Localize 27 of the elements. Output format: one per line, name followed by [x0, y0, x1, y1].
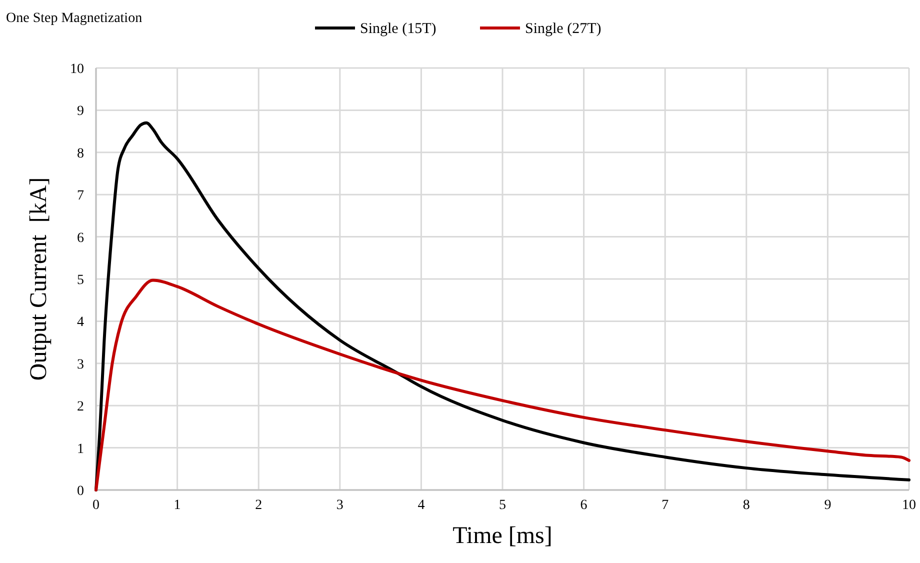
- y-tick-label: 2: [77, 400, 84, 415]
- x-axis-title: Time [ms]: [452, 523, 552, 549]
- x-tick-label: 9: [824, 498, 832, 513]
- legend-label: Single (27T): [525, 21, 602, 37]
- y-tick-label: 8: [77, 146, 84, 162]
- y-axis-title: Output Current [kA]: [26, 177, 52, 381]
- y-tick-label: 7: [77, 188, 84, 204]
- y-tick-label: 0: [77, 484, 84, 499]
- x-tick-label: 3: [336, 498, 344, 513]
- x-tick-label: 6: [580, 498, 588, 513]
- y-tick-label: 3: [77, 357, 84, 372]
- x-tick-label: 5: [499, 498, 506, 513]
- x-tick-label: 4: [418, 498, 425, 513]
- y-tick-label: 9: [77, 104, 84, 120]
- x-tick-label: 0: [92, 498, 100, 513]
- y-tick-label: 1: [77, 442, 84, 457]
- x-tick-label: 2: [255, 498, 262, 513]
- y-tick-label: 6: [77, 230, 84, 246]
- legend-label: Single (15T): [360, 21, 436, 37]
- x-tick-label: 7: [662, 498, 669, 513]
- x-tick-label: 1: [174, 498, 181, 513]
- x-tick-label: 10: [902, 498, 916, 513]
- x-tick-label: 8: [742, 498, 750, 513]
- y-tick-label: 4: [77, 315, 84, 330]
- y-tick-label: 5: [77, 273, 84, 288]
- y-tick-label: 10: [70, 62, 84, 77]
- chart-title: One Step Magnetization: [6, 11, 142, 26]
